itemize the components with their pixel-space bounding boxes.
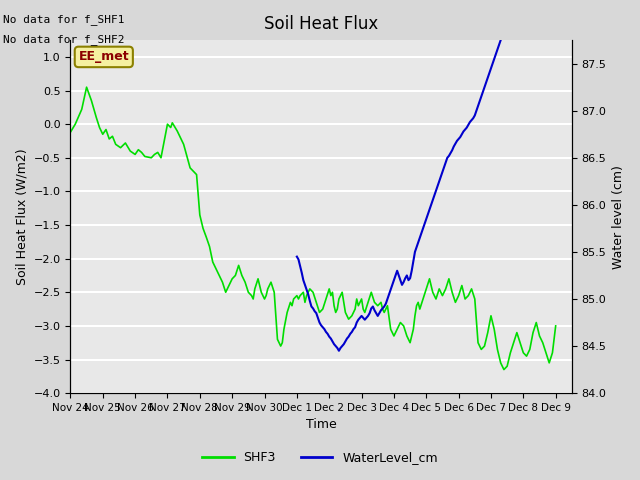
Y-axis label: Soil Heat Flux (W/m2): Soil Heat Flux (W/m2) bbox=[15, 148, 28, 285]
X-axis label: Time: Time bbox=[306, 419, 337, 432]
Y-axis label: Water level (cm): Water level (cm) bbox=[612, 165, 625, 268]
Text: No data for f_SHF1: No data for f_SHF1 bbox=[3, 14, 125, 25]
Text: No data for f_SHF2: No data for f_SHF2 bbox=[3, 34, 125, 45]
Text: EE_met: EE_met bbox=[79, 50, 129, 63]
Legend: SHF3, WaterLevel_cm: SHF3, WaterLevel_cm bbox=[197, 446, 443, 469]
Title: Soil Heat Flux: Soil Heat Flux bbox=[264, 15, 378, 33]
